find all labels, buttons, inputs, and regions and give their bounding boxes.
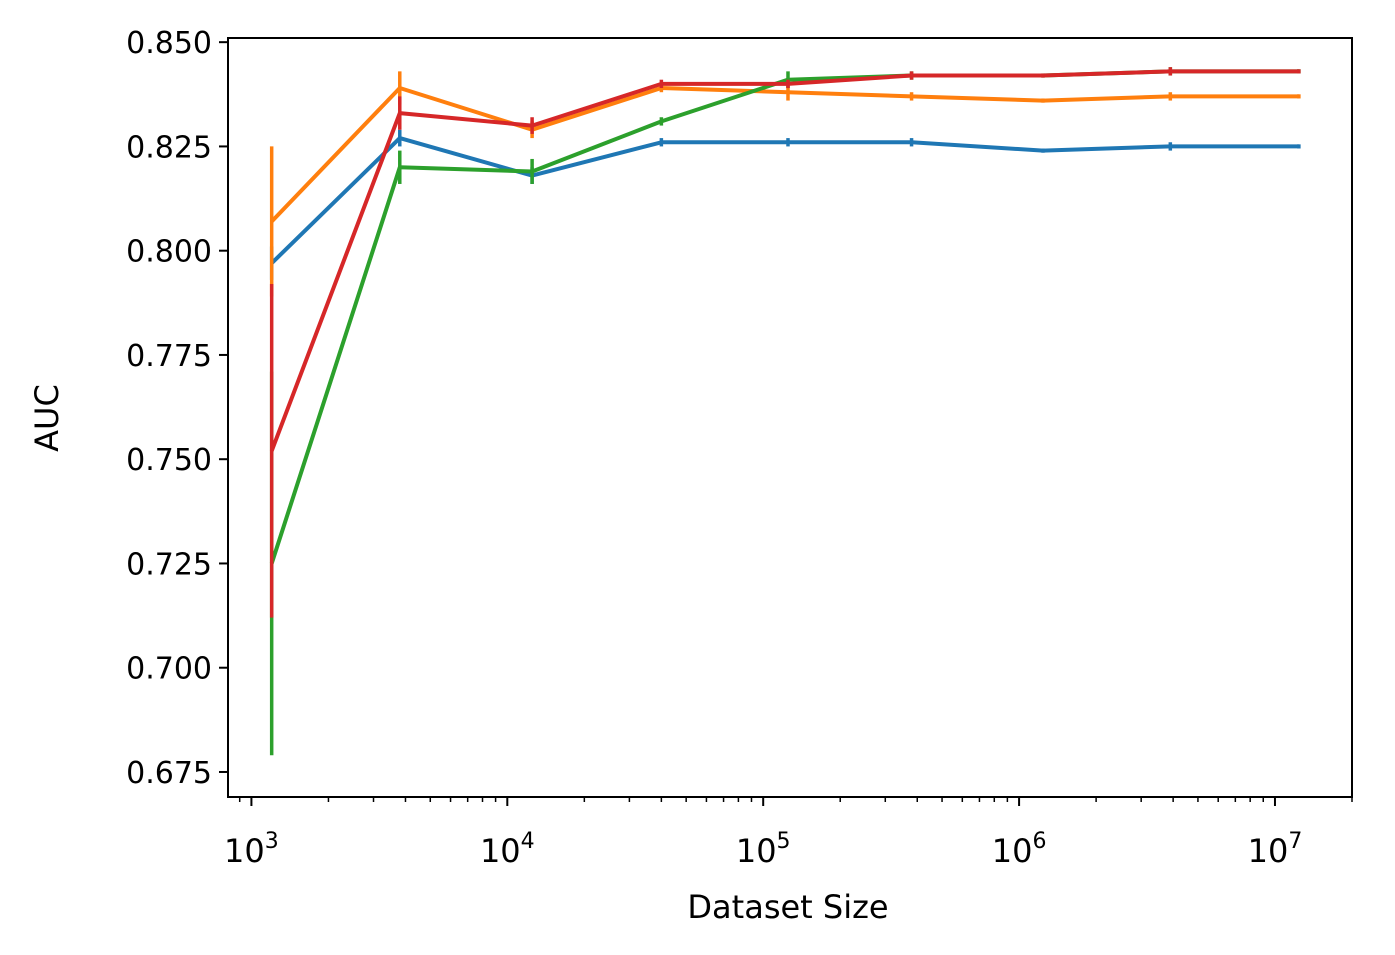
y-axis-label: AUC (28, 384, 66, 452)
series-line-blue (270, 136, 1299, 265)
x-tick-label: 103 (224, 829, 279, 870)
x-tick-label: 104 (480, 829, 535, 870)
x-tick-exponent: 7 (1288, 829, 1302, 854)
y-tick-label: 0.850 (126, 26, 212, 61)
x-tick-label: 106 (992, 829, 1047, 870)
x-tick-base: 10 (736, 832, 777, 870)
series-line-red (269, 69, 1299, 452)
series-line-orange (270, 86, 1299, 223)
plot-frame (227, 37, 1353, 798)
y-tick-label: 0.750 (126, 443, 212, 478)
x-tick-exponent: 6 (1032, 829, 1046, 854)
series-red (269, 67, 1301, 618)
series-layer (269, 67, 1301, 756)
x-tick-label: 105 (736, 829, 791, 870)
x-tick-exponent: 3 (265, 829, 279, 854)
y-tick-label: 0.725 (126, 547, 212, 582)
y-tick-label: 0.775 (126, 339, 212, 374)
y-tick-label: 0.800 (126, 235, 212, 270)
y-tick-label: 0.675 (126, 756, 212, 791)
x-axis-label: Dataset Size (687, 888, 888, 926)
y-tick-label: 0.700 (126, 652, 212, 687)
x-tick-base: 10 (1248, 832, 1289, 870)
series-orange (269, 71, 1301, 297)
y-tick-label: 0.825 (126, 130, 212, 165)
x-tick-exponent: 4 (521, 829, 535, 854)
axes-layer: 0.675 0.700 0.725 0.750 0.775 0.800 0.825 0.850… (126, 26, 1353, 870)
x-tick-base: 10 (992, 832, 1033, 870)
x-tick-label: 107 (1248, 829, 1303, 870)
x-tick-base: 10 (224, 832, 265, 870)
x-tick-exponent: 5 (777, 829, 791, 854)
x-tick-base: 10 (480, 832, 521, 870)
